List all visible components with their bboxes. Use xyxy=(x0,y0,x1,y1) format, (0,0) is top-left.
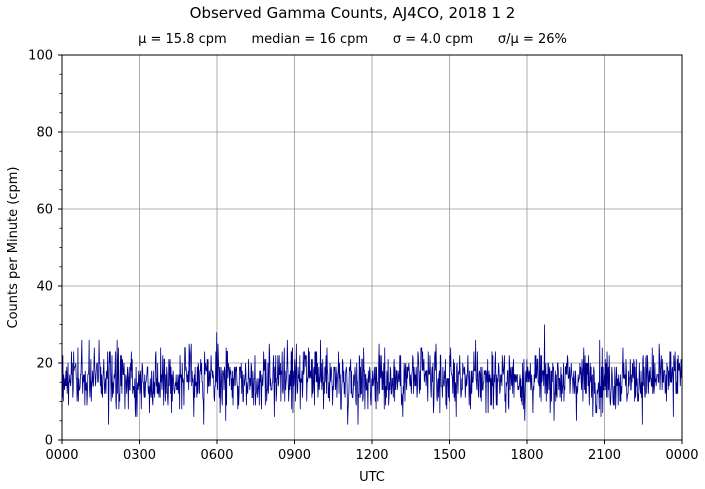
x-axis-label: UTC xyxy=(359,470,385,485)
x-tick-label: 0000 xyxy=(45,448,78,463)
x-tick-label: 0300 xyxy=(123,448,156,463)
y-tick-label: 80 xyxy=(36,126,53,141)
y-tick-label: 40 xyxy=(36,280,53,295)
x-tick-label: 2100 xyxy=(588,448,621,463)
y-tick-label: 20 xyxy=(36,357,53,372)
x-tick-label: 1200 xyxy=(355,448,388,463)
y-tick-label: 60 xyxy=(36,203,53,218)
chart-title: Observed Gamma Counts, AJ4CO, 2018 1 2 xyxy=(189,4,516,22)
y-axis-label: Counts per Minute (cpm) xyxy=(6,167,21,329)
x-tick-label: 1500 xyxy=(433,448,466,463)
x-tick-label: 0600 xyxy=(200,448,233,463)
y-tick-label: 100 xyxy=(28,49,53,64)
x-tick-label: 1800 xyxy=(510,448,543,463)
axis-ticks: 0000 0300 0600 0900 1200 1500 1800 2100 00000204… xyxy=(28,49,698,464)
series-group xyxy=(61,324,683,425)
x-tick-label: 0900 xyxy=(278,448,311,463)
series-line xyxy=(61,324,683,425)
x-tick-label: 0000 xyxy=(665,448,698,463)
y-tick-label: 0 xyxy=(45,434,53,449)
chart-subtitle: μ = 15.8 cpm median = 16 cpm σ = 4.0 cpm… xyxy=(138,32,567,47)
